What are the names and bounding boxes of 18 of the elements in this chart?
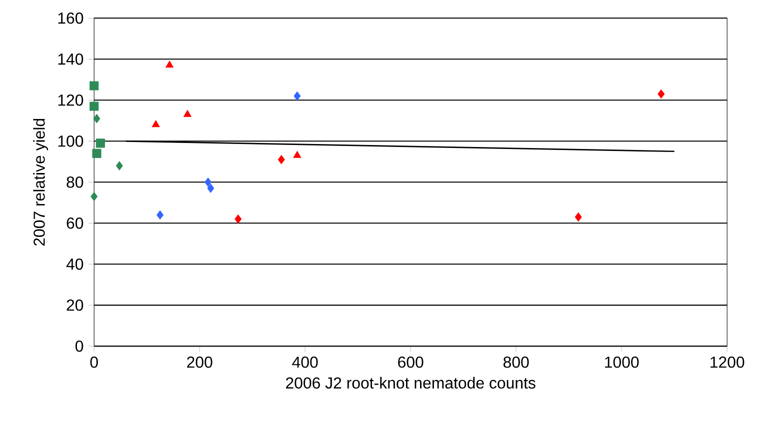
y-tick-label: 40 [66,258,84,270]
y-tick-label: 160 [58,12,84,24]
y-tick-label: 80 [66,176,84,188]
x-tick-label: 400 [292,356,318,368]
x-tick-label: 200 [187,356,212,368]
x-tick-label: 1000 [605,356,639,368]
y-tick-label: 0 [76,340,84,352]
y-axis-title: 2007 relative yield [33,118,48,246]
x-tick-label: 600 [398,356,424,368]
x-axis-title: 2006 J2 root-knot nematode counts [286,376,536,389]
y-tick-label: 100 [58,135,84,147]
y-tick-label: 20 [66,300,84,311]
y-tick-label: 140 [58,53,84,65]
x-tick-label: 0 [90,356,98,368]
y-tick-label: 60 [66,217,84,229]
x-tick-label: 800 [504,356,529,368]
x-tick-label: 1200 [710,356,744,368]
y-tick-label: 120 [58,94,84,106]
